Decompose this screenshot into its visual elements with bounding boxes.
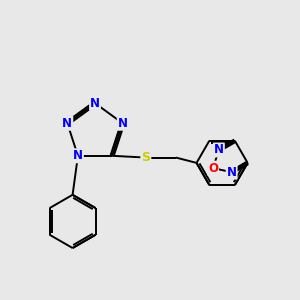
Text: N: N (118, 117, 128, 130)
Text: N: N (227, 166, 237, 178)
Text: S: S (141, 151, 150, 164)
Text: O: O (208, 162, 218, 175)
Text: N: N (62, 117, 72, 130)
Text: N: N (90, 97, 100, 110)
Text: N: N (214, 143, 224, 157)
Text: N: N (73, 149, 83, 162)
